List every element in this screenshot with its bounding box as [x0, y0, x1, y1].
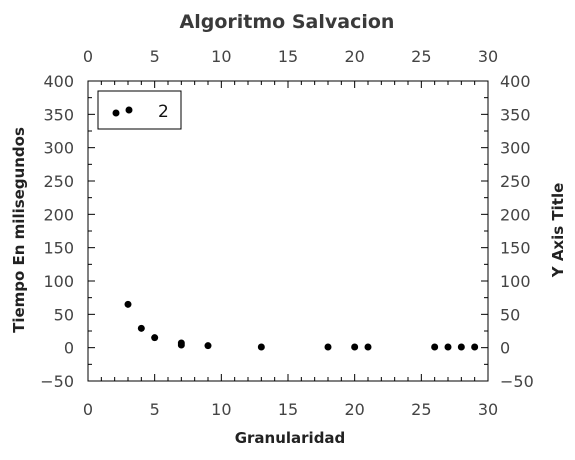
data-point [204, 342, 212, 350]
data-point [364, 343, 372, 351]
data-point [351, 343, 359, 351]
y-tick-label-right: 350 [500, 105, 531, 124]
y-tick-label-right: 50 [500, 305, 520, 324]
x-tick-label-top: 10 [211, 47, 231, 66]
y-tick-label: 400 [43, 72, 74, 91]
y-tick-label-right: 200 [500, 205, 531, 224]
y-tick-label-right: 250 [500, 172, 531, 191]
y-tick-label: 0 [64, 339, 74, 358]
data-point [471, 343, 479, 351]
data-point [324, 343, 332, 351]
data-points [124, 300, 479, 351]
y-tick-label: 200 [43, 205, 74, 224]
axis-ticks [87, 80, 489, 382]
legend-marker [112, 109, 120, 117]
y-tick-label: 350 [43, 105, 74, 124]
y-tick-label-right: −50 [500, 372, 534, 391]
x-axis-title: Granularidad [235, 429, 346, 447]
x-tick-label-top: 15 [278, 47, 298, 66]
y2-axis-title: Y Axis Title [549, 183, 567, 279]
x-tick-label: 25 [411, 400, 431, 419]
y-axis-title: Tiempo En milisegundos [10, 127, 28, 333]
data-point [431, 343, 439, 351]
chart-title: Algoritmo Salvacion [180, 11, 395, 33]
x-tick-label: 0 [83, 400, 93, 419]
data-point [124, 300, 132, 308]
y-tick-label: 50 [54, 305, 74, 324]
x-tick-label-top: 5 [150, 47, 160, 66]
data-point [444, 343, 452, 351]
y-tick-label: 150 [43, 239, 74, 258]
x-tick-label: 5 [150, 400, 160, 419]
data-point [137, 324, 145, 332]
x-tick-label: 15 [278, 400, 298, 419]
x-tick-label: 20 [344, 400, 364, 419]
legend-box [97, 90, 182, 130]
y-tick-label: 300 [43, 139, 74, 158]
x-tick-label-top: 20 [344, 47, 364, 66]
legend: 2 [97, 90, 182, 130]
data-point [151, 334, 159, 342]
data-point [257, 343, 265, 351]
x-tick-label: 30 [478, 400, 498, 419]
y-tick-label-right: 400 [500, 72, 531, 91]
y-tick-label-right: 0 [500, 339, 510, 358]
y-tick-label: 100 [43, 272, 74, 291]
y-tick-label: 250 [43, 172, 74, 191]
y-tick-label-right: 300 [500, 139, 531, 158]
x-tick-label-top: 25 [411, 47, 431, 66]
legend-marker [125, 106, 133, 114]
y-tick-label-right: 150 [500, 239, 531, 258]
x-tick-label: 10 [211, 400, 231, 419]
data-point [457, 343, 465, 351]
legend-label: 2 [158, 102, 169, 122]
x-tick-label-top: 30 [478, 47, 498, 66]
data-point [177, 341, 185, 349]
x-tick-label-top: 0 [83, 47, 93, 66]
y-tick-label: −50 [40, 372, 74, 391]
y-tick-label-right: 100 [500, 272, 531, 291]
